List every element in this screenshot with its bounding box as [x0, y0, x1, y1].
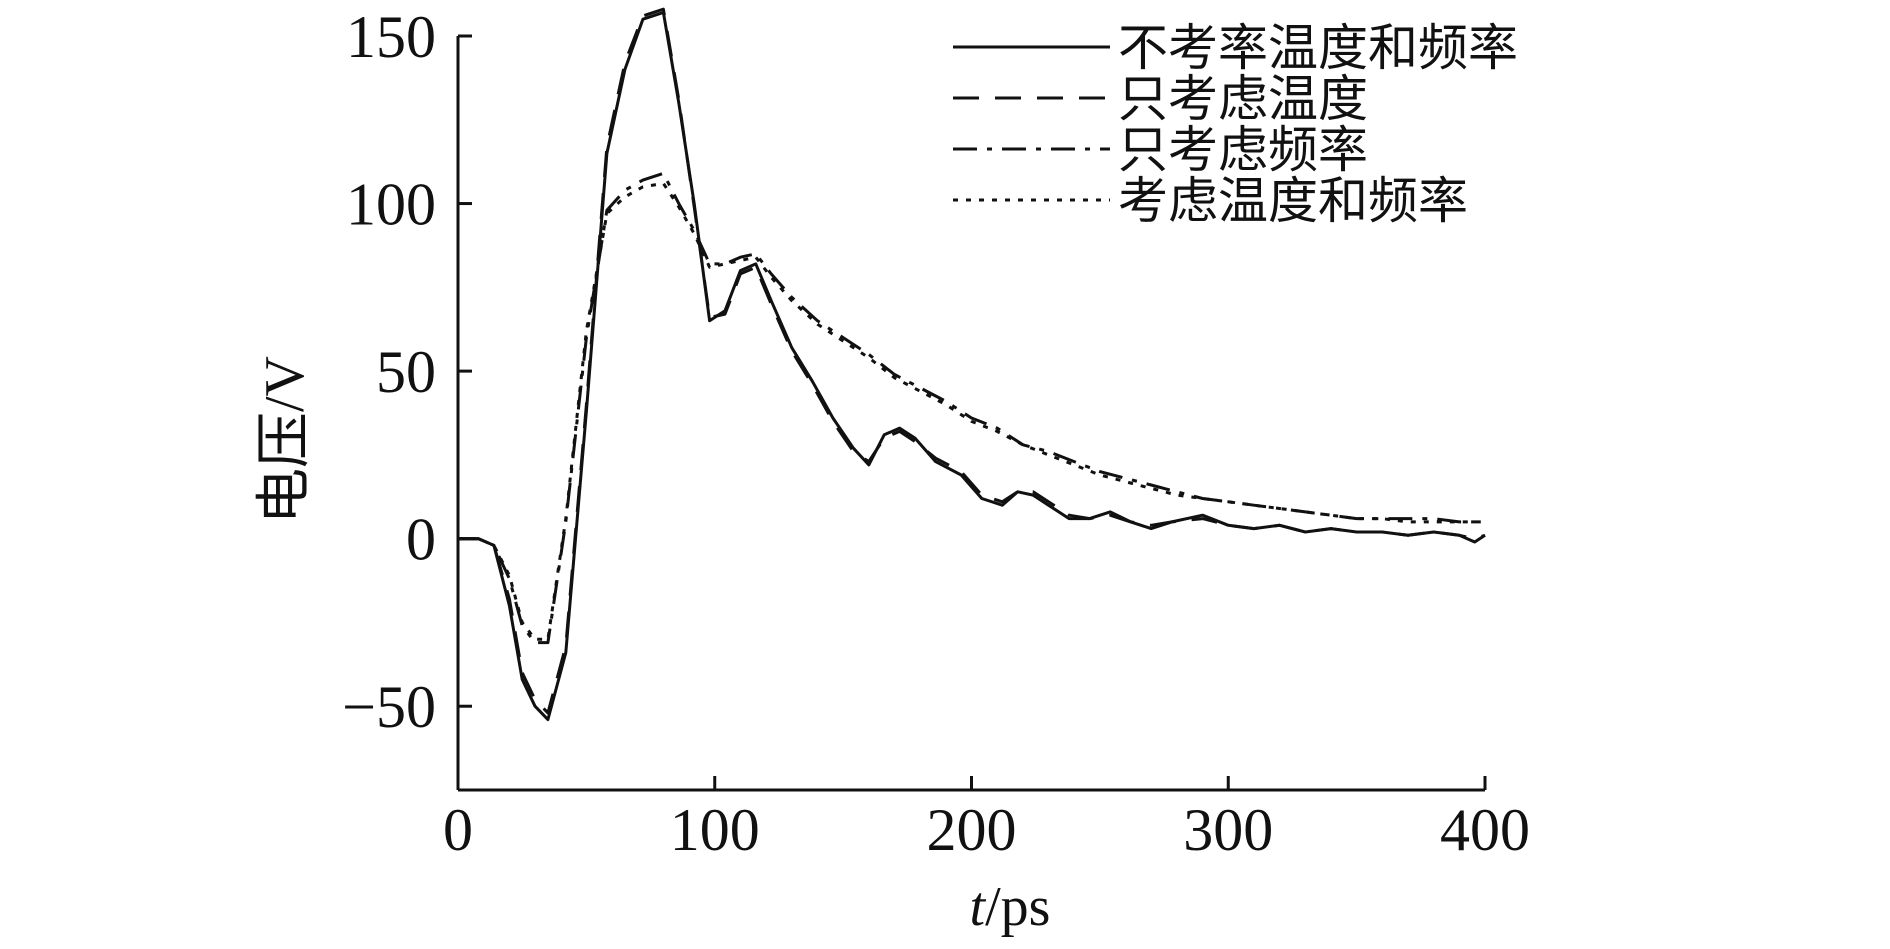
x-axis-variable: t [970, 876, 987, 938]
x-tick-label: 200 [927, 797, 1017, 863]
y-tick-label: 0 [406, 507, 436, 573]
x-tick-labels: 0 100 200 300 400 [443, 797, 1530, 863]
y-axis-title: 电压/V [254, 356, 316, 524]
series-lines [458, 7, 1486, 722]
y-tick-label: −50 [342, 674, 436, 740]
legend-label-4: 考虑温度和频率 [1118, 172, 1468, 230]
series-line-3 [458, 171, 1485, 645]
x-tick-label: 300 [1183, 797, 1273, 863]
y-tick-label: 150 [346, 4, 436, 70]
y-tick-labels: −50 0 50 100 150 [342, 4, 436, 740]
x-tick-label: 400 [1440, 797, 1530, 863]
series-line-4 [458, 181, 1485, 641]
legend-label-3: 只考虑频率 [1118, 121, 1368, 179]
x-axis-unit: /ps [985, 876, 1050, 938]
y-tick-label: 100 [346, 172, 436, 238]
x-axis-title: t/ps [970, 876, 1051, 938]
series-line-2 [458, 7, 1486, 715]
legend-label-2: 只考虑温度 [1118, 70, 1368, 128]
legend-label-1: 不考率温度和频率 [1118, 19, 1518, 77]
x-tick-label: 0 [443, 797, 473, 863]
x-tick-label: 100 [670, 797, 760, 863]
y-tick-label: 50 [376, 339, 436, 405]
